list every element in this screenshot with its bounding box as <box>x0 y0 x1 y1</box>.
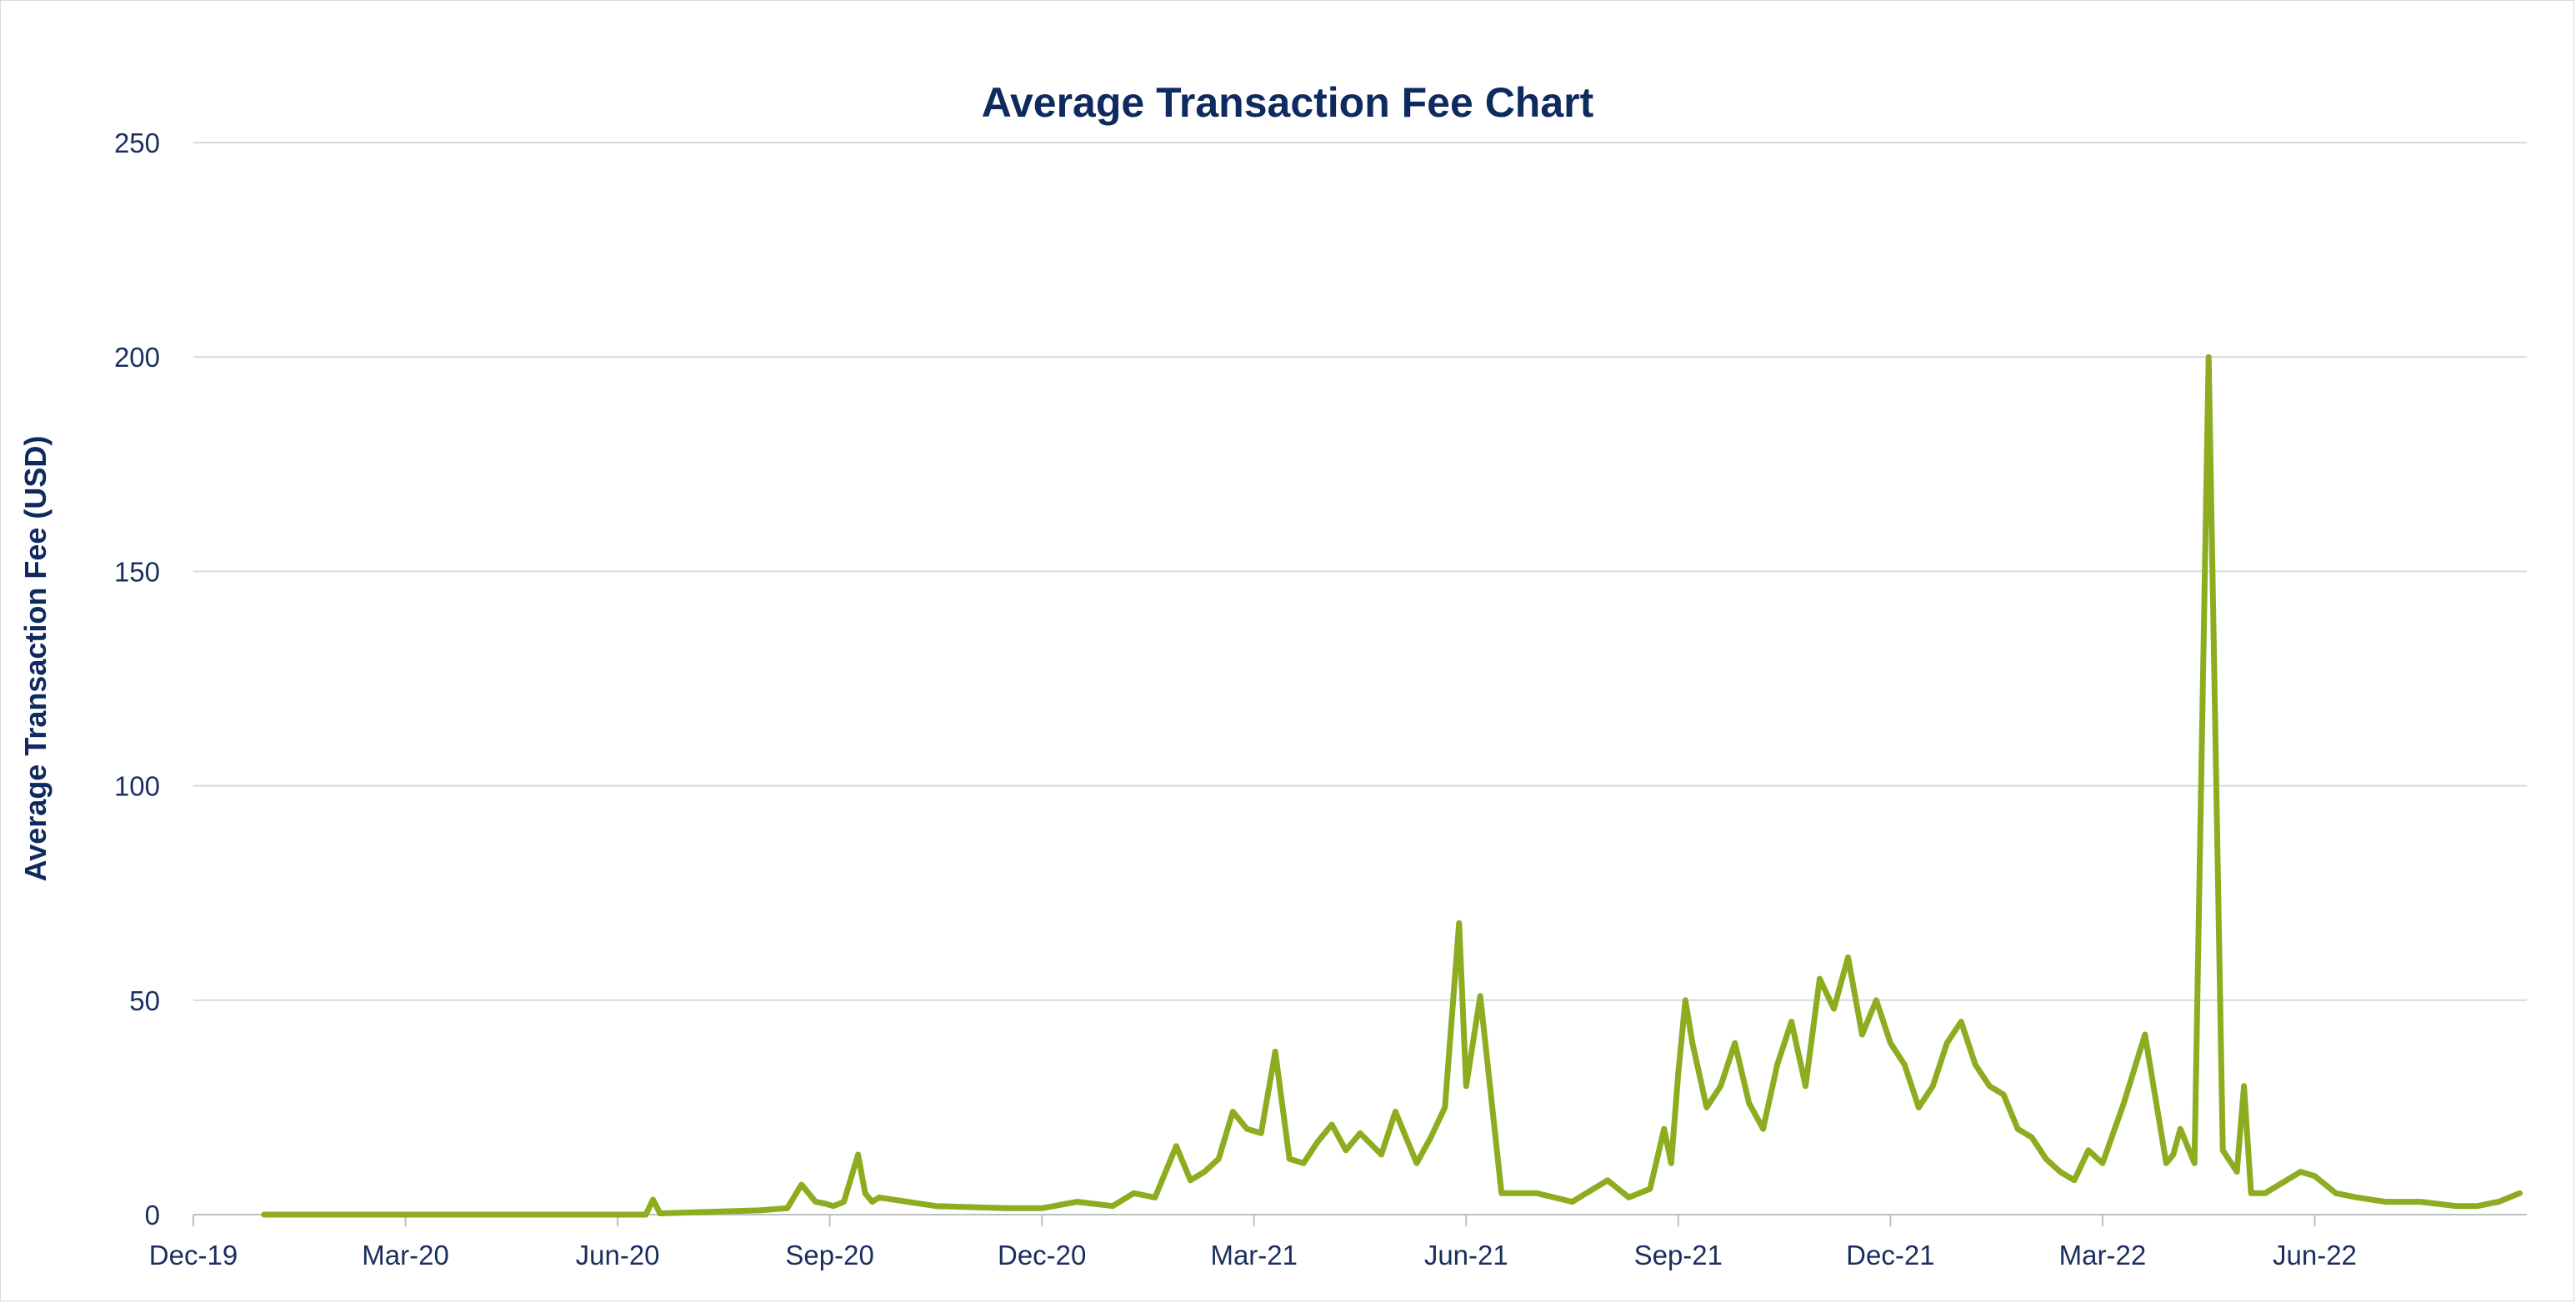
x-tick-label: Dec-20 <box>998 1240 1086 1270</box>
y-axis-label: Average Transaction Fee (USD) <box>18 436 53 882</box>
x-tick-label: Jun-20 <box>576 1240 660 1270</box>
x-tick-label: Dec-19 <box>149 1240 238 1270</box>
x-tick-label: Mar-21 <box>1210 1240 1298 1270</box>
y-tick-label: 150 <box>114 556 160 587</box>
x-tick-label: Jun-21 <box>1424 1240 1508 1270</box>
y-tick-label: 100 <box>114 771 160 802</box>
x-tick-label: Dec-21 <box>1846 1240 1934 1270</box>
series-line <box>261 353 2523 1218</box>
series-layer <box>261 353 2523 1218</box>
y-tick-label: 250 <box>114 128 160 158</box>
x-tick-label: Sep-21 <box>1634 1240 1723 1270</box>
x-tick-label: Sep-20 <box>785 1240 873 1270</box>
x-tick-label: Jun-22 <box>2273 1240 2357 1270</box>
x-tick-label: Mar-22 <box>2059 1240 2147 1270</box>
x-axis-ticks: Dec-19 Mar-20 Jun-20 Sep-20 Dec-20 Mar-21 Jun-… <box>149 1214 2527 1270</box>
x-tick-label: Mar-20 <box>362 1240 449 1270</box>
y-tick-label: 0 <box>145 1200 160 1230</box>
chart-title: Average Transaction Fee Chart <box>982 79 1594 126</box>
y-tick-label: 200 <box>114 342 160 373</box>
gridlines <box>193 142 2527 1001</box>
y-tick-label: 50 <box>129 985 160 1016</box>
y-axis-ticks: 0 50 100 150 200 250 <box>114 128 160 1230</box>
